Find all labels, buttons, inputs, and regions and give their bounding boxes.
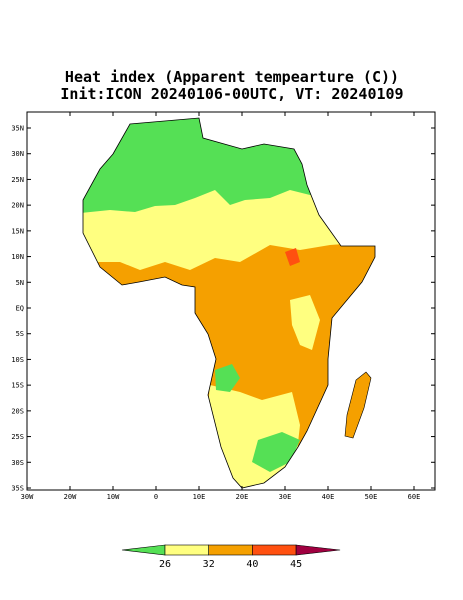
lat-label: 25N: [11, 176, 24, 184]
lat-label: EQ: [16, 305, 24, 313]
lon-label: 30W: [21, 493, 34, 501]
lon-label: 60E: [408, 493, 421, 501]
colorbar-box: [208, 544, 253, 556]
lat-label: 10S: [11, 356, 24, 364]
lat-label: 10N: [11, 253, 24, 261]
lat-label: 15S: [11, 382, 24, 390]
title-line-1: Heat index (Apparent tempearture (C)): [65, 68, 399, 86]
lon-label: 10E: [193, 493, 206, 501]
colorbar: 26 32 40 45: [121, 544, 341, 570]
lat-label: 30S: [11, 459, 24, 467]
title-line-2: Init:ICON 20240106-00UTC, VT: 20240109: [60, 85, 403, 103]
lat-label: 5S: [16, 330, 24, 338]
axis-ticks: 35N 30N 25N 20N 15N 10N 5N EQ 5S 10S 15S 20S 25S 30S 3…: [11, 112, 435, 501]
colorbar-label: 40: [246, 559, 258, 570]
lat-label: 20N: [11, 202, 24, 210]
zone-red-sahel: [285, 248, 300, 266]
madagascar: [344, 371, 372, 439]
lon-label: 0: [154, 493, 158, 501]
lon-label: 20W: [64, 493, 77, 501]
colorbar-label: 26: [159, 559, 171, 570]
lon-label: 50E: [365, 493, 378, 501]
lat-label: 25S: [11, 433, 24, 441]
colorbar-box: [252, 544, 297, 556]
colorbar-min-triangle: [121, 544, 166, 556]
lon-label: 30E: [279, 493, 292, 501]
zone-yellow-east: [290, 295, 320, 350]
lon-label: 10W: [107, 493, 120, 501]
colorbar-label: 45: [290, 559, 302, 570]
lat-label: 5N: [16, 279, 24, 287]
lon-label: 20E: [236, 493, 249, 501]
zone-green-angola: [215, 364, 240, 392]
lat-label: 20S: [11, 407, 24, 415]
lat-label: 35N: [11, 125, 24, 133]
lat-label: 30N: [11, 150, 24, 158]
colorbar-max-triangle: [295, 544, 341, 556]
lat-label: 35S: [11, 485, 24, 493]
colorbar-box: [164, 544, 210, 556]
lon-label: 40E: [322, 493, 335, 501]
colorbar-label: 32: [203, 559, 215, 570]
lat-label: 15N: [11, 227, 24, 235]
